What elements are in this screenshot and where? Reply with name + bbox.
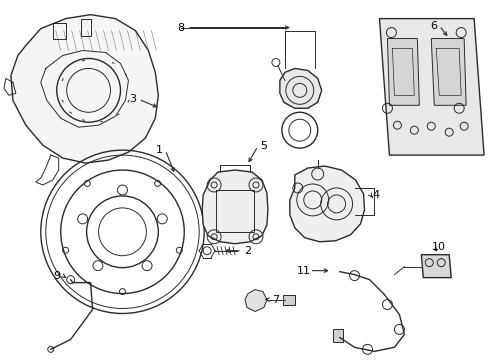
Polygon shape	[280, 68, 322, 108]
Polygon shape	[290, 166, 365, 242]
Text: 9: 9	[53, 271, 60, 281]
Polygon shape	[245, 289, 267, 311]
Text: 6: 6	[430, 21, 437, 31]
Text: 11: 11	[297, 266, 311, 276]
Text: 1: 1	[156, 145, 163, 155]
Polygon shape	[421, 255, 451, 278]
Polygon shape	[202, 170, 268, 244]
Text: 5: 5	[260, 141, 268, 151]
Polygon shape	[11, 15, 158, 163]
Polygon shape	[379, 19, 484, 155]
Text: 3: 3	[129, 94, 136, 104]
Polygon shape	[431, 39, 466, 105]
Text: 2: 2	[245, 246, 251, 256]
Polygon shape	[388, 39, 419, 105]
Text: 8: 8	[178, 23, 185, 33]
Text: 10: 10	[432, 242, 446, 252]
Polygon shape	[333, 329, 343, 342]
Text: 4: 4	[373, 190, 380, 200]
Text: 7: 7	[272, 294, 279, 305]
Polygon shape	[283, 294, 295, 305]
